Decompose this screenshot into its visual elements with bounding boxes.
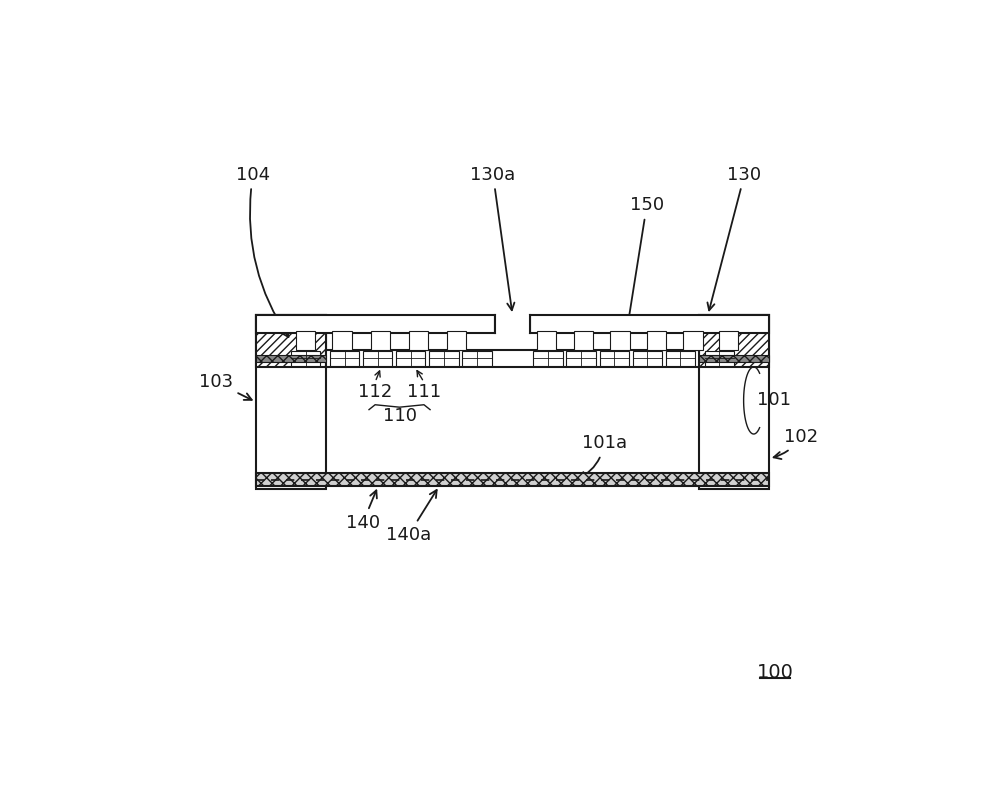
Bar [429,351,459,366]
Bar [447,331,466,351]
Bar [363,351,392,366]
Bar [566,351,596,366]
Bar [256,354,326,362]
Text: 102: 102 [774,428,818,459]
Text: 103: 103 [199,374,252,400]
Bar [633,351,662,366]
Text: 111: 111 [407,383,441,401]
Text: 101a: 101a [578,435,627,479]
Bar [256,315,495,333]
Bar [296,331,315,351]
Bar [256,315,326,489]
Bar [699,315,769,489]
Bar [705,351,734,366]
Bar [495,315,530,333]
Bar [600,351,629,366]
Bar [699,315,769,367]
Text: 140a: 140a [386,490,437,544]
Text: 104: 104 [236,166,288,337]
Bar [610,331,630,351]
Bar [332,331,352,351]
Text: 101: 101 [757,392,791,409]
Text: 110: 110 [383,407,417,424]
Bar [462,351,492,366]
Bar [371,331,390,351]
Bar [699,354,769,362]
Text: 130: 130 [707,166,762,310]
Bar [291,351,320,366]
Bar [533,351,563,366]
Bar [574,331,593,351]
Bar [326,350,699,367]
Bar [683,331,703,351]
Text: 100: 100 [757,663,793,682]
Bar [256,315,326,367]
Bar [330,351,359,366]
Text: 140: 140 [346,490,380,531]
Text: 112: 112 [358,383,392,401]
Bar [647,331,666,351]
Bar [409,331,428,351]
Bar [666,351,695,366]
Bar [530,315,769,333]
Bar [719,331,738,351]
Bar [256,473,769,486]
Text: 150: 150 [621,196,664,354]
Text: 130a: 130a [470,166,516,310]
Bar [396,351,425,366]
Bar [537,331,556,351]
